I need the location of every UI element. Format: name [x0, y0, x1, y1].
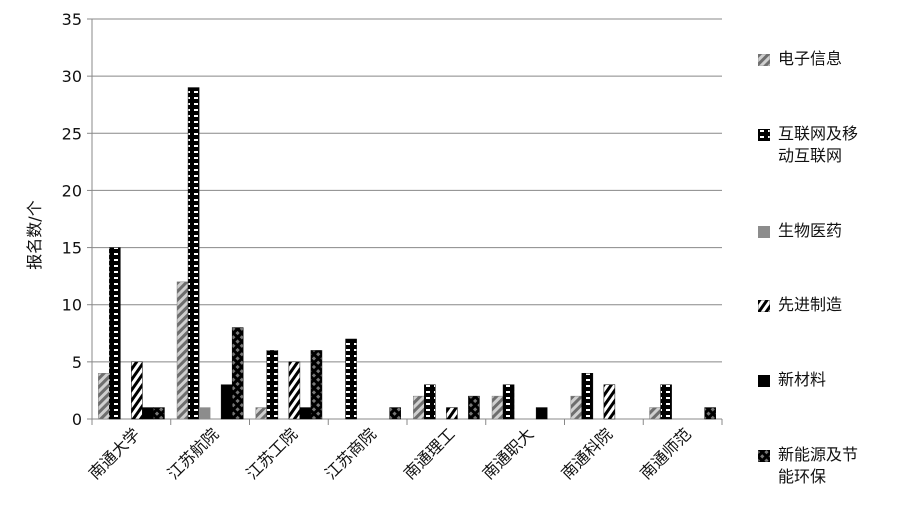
bar	[266, 350, 279, 420]
y-tick-label: 10	[62, 296, 82, 315]
x-tick-label: 江苏商院	[321, 424, 380, 483]
legend-swatch-fill	[758, 128, 770, 141]
bar	[345, 338, 357, 420]
y-tick-label: 25	[62, 124, 82, 143]
y-tick-label: 5	[72, 353, 82, 372]
legend-swatch	[758, 54, 770, 66]
bar	[187, 87, 200, 420]
bar	[660, 384, 672, 420]
x-tick-label: 南通职大	[479, 424, 538, 483]
legend-swatch-fill	[758, 54, 770, 66]
bar	[198, 407, 211, 420]
bar	[299, 407, 312, 420]
bar	[176, 281, 189, 420]
x-tick-label: 江苏航院	[164, 424, 223, 483]
legend-swatch	[758, 449, 770, 462]
legend-item: 互联网及移动互联网	[758, 123, 908, 167]
legend-swatch	[758, 128, 770, 141]
bar	[491, 395, 504, 420]
bar	[570, 395, 583, 420]
y-tick-label: 0	[72, 410, 82, 429]
x-tick-label: 南通理工	[400, 424, 459, 483]
bar	[288, 361, 301, 420]
y-tick-label: 35	[62, 10, 82, 29]
legend-label: 先进制造	[778, 295, 843, 315]
legend-label: 电子信息	[778, 49, 843, 68]
legend-label: 生物医药	[778, 220, 843, 240]
bar	[603, 384, 616, 420]
legend-swatch	[758, 300, 770, 313]
bar	[389, 407, 401, 420]
bar	[535, 407, 548, 420]
bar	[109, 247, 121, 420]
bar	[220, 384, 233, 420]
legend-swatch	[758, 375, 770, 388]
bar	[255, 407, 268, 420]
bar	[142, 407, 154, 420]
legend-swatch	[758, 225, 770, 238]
legend-item: 新材料	[758, 369, 908, 391]
legend-item: 电子信息	[758, 48, 908, 70]
bar	[581, 373, 594, 420]
y-axis-label: 报名数/个	[25, 200, 44, 269]
bar	[446, 407, 458, 420]
x-tick-label: 江苏工院	[242, 424, 301, 483]
legend-swatch-fill	[758, 375, 770, 388]
legend: 电子信息互联网及移动互联网生物医药先进制造新材料新能源及节能环保	[758, 48, 908, 488]
bar	[231, 327, 244, 420]
y-tick-label: 20	[62, 181, 82, 200]
bar	[704, 407, 716, 420]
bar	[153, 407, 165, 420]
bar	[98, 373, 110, 420]
legend-label: 新材料	[778, 370, 827, 390]
legend-label: 互联网及移动互联网	[778, 123, 859, 165]
legend-item: 生物医药	[758, 220, 908, 242]
x-tick-label: 南通大学	[85, 424, 144, 483]
bar	[310, 350, 323, 420]
legend-label: 新能源及节能环保	[778, 444, 859, 486]
x-tick-label: 南通科院	[557, 424, 616, 483]
bar	[502, 384, 515, 420]
legend-item: 新能源及节能环保	[758, 444, 908, 488]
bar	[649, 407, 661, 420]
legend-item: 先进制造	[758, 294, 908, 316]
y-tick-label: 15	[62, 239, 82, 258]
y-tick-label: 30	[62, 67, 82, 86]
bar	[468, 395, 480, 420]
x-tick-label: 南通师范	[636, 424, 695, 483]
legend-swatch-fill	[758, 300, 770, 313]
bar	[413, 395, 425, 420]
legend-swatch-fill	[758, 449, 770, 462]
bar	[424, 384, 436, 420]
bar	[131, 361, 143, 420]
legend-swatch-fill	[758, 225, 770, 238]
